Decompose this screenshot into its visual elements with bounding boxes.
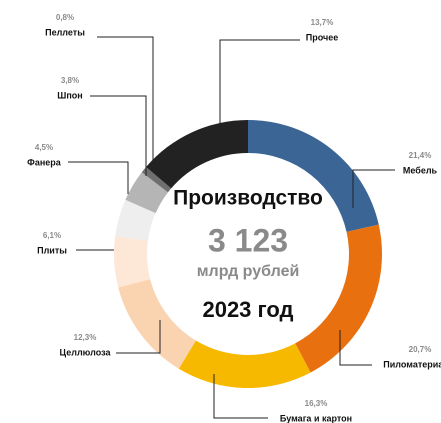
value-label: 3,8% xyxy=(61,76,79,85)
donut-segment xyxy=(141,167,172,193)
leader-line xyxy=(68,161,129,194)
donut-segment xyxy=(248,120,379,232)
donut-segment xyxy=(114,236,151,288)
value-label: 20,7% xyxy=(409,345,432,354)
value-label: 13,7% xyxy=(311,18,334,27)
category-label: Плиты xyxy=(37,245,67,255)
value-label: 0,8% xyxy=(56,13,74,22)
center-value: 3 123 xyxy=(208,222,288,258)
category-label: Шпон xyxy=(57,90,82,100)
value-label: 4,5% xyxy=(35,143,53,152)
value-label: 6,1% xyxy=(43,231,61,240)
donut-segment xyxy=(295,224,382,373)
center-unit: млрд рублей xyxy=(197,263,300,280)
leader-line xyxy=(339,330,372,366)
leader-line xyxy=(213,374,268,419)
category-label: Прочее xyxy=(306,32,338,42)
leader-line xyxy=(219,39,300,124)
center-title: Производство xyxy=(173,187,323,210)
center-year: 2023 год xyxy=(202,297,293,322)
donut-segment xyxy=(118,279,196,369)
leader-line xyxy=(97,36,154,170)
donut-segment xyxy=(146,119,248,189)
category-label: Мебель xyxy=(403,165,438,175)
category-label: Пеллеты xyxy=(45,27,85,37)
value-label: 21,4% xyxy=(409,151,432,160)
leader-line xyxy=(90,95,147,176)
leader-line xyxy=(116,320,161,354)
category-label: Бумага и картон xyxy=(280,413,352,423)
donut-segment xyxy=(178,340,311,388)
donut-segment xyxy=(125,172,168,214)
value-label: 16,3% xyxy=(305,399,328,408)
leader-line xyxy=(352,169,395,208)
value-label: 12,3% xyxy=(74,333,97,342)
category-label: Целлюлоза xyxy=(60,347,112,357)
donut-segment xyxy=(115,199,156,241)
category-label: Фанера xyxy=(27,157,62,167)
category-label: Пиломатериалы xyxy=(383,359,441,369)
